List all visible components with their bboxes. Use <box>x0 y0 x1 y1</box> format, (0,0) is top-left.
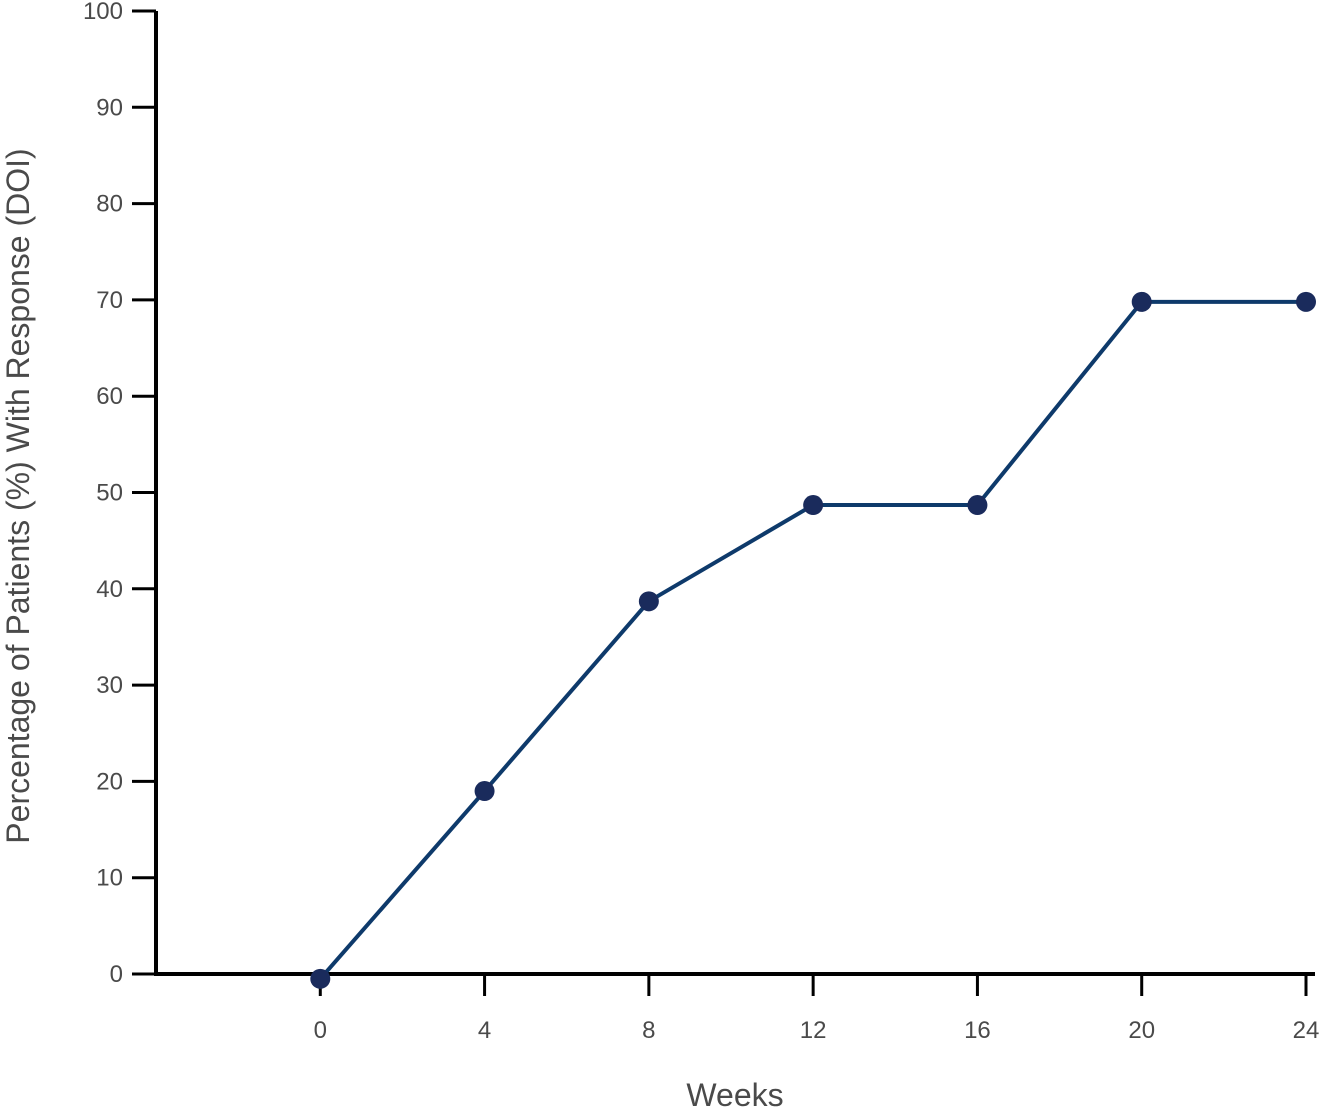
x-tick-label: 16 <box>964 1017 991 1044</box>
y-tick-label: 50 <box>96 480 123 507</box>
data-point <box>638 591 659 612</box>
data-point <box>310 968 331 989</box>
data-point <box>967 495 988 516</box>
data-point <box>803 495 824 516</box>
data-point <box>474 781 495 802</box>
x-tick-label: 20 <box>1128 1017 1155 1044</box>
y-tick-label: 10 <box>96 865 123 892</box>
y-tick-label: 100 <box>83 0 123 25</box>
data-point <box>1131 291 1152 312</box>
y-tick-label: 30 <box>96 672 123 699</box>
y-axis-title: Percentage of Patients (%) With Response… <box>0 148 36 843</box>
x-tick-label: 8 <box>642 1017 655 1044</box>
x-tick-label: 4 <box>478 1017 491 1044</box>
data-point <box>1296 291 1316 312</box>
y-tick-label: 60 <box>96 383 123 410</box>
y-tick-label: 90 <box>96 94 123 121</box>
y-tick-label: 0 <box>110 961 123 988</box>
series-line <box>318 299 1306 981</box>
x-tick-label: 12 <box>800 1017 827 1044</box>
y-tick-label: 20 <box>96 768 123 795</box>
axes <box>154 11 1315 976</box>
y-tick-label: 40 <box>96 576 123 603</box>
y-axis-ticks: 0 10 20 30 40 50 60 70 80 90 100 <box>83 0 156 988</box>
x-tick-label: 0 <box>314 1017 327 1044</box>
y-tick-label: 80 <box>96 191 123 218</box>
y-tick-label: 70 <box>96 287 123 314</box>
x-axis-title: Weeks <box>686 1077 783 1110</box>
x-axis-ticks: 0 4 8 12 16 20 24 <box>314 974 1320 1044</box>
x-tick-label: 24 <box>1293 1017 1320 1044</box>
data-series <box>310 291 1316 989</box>
